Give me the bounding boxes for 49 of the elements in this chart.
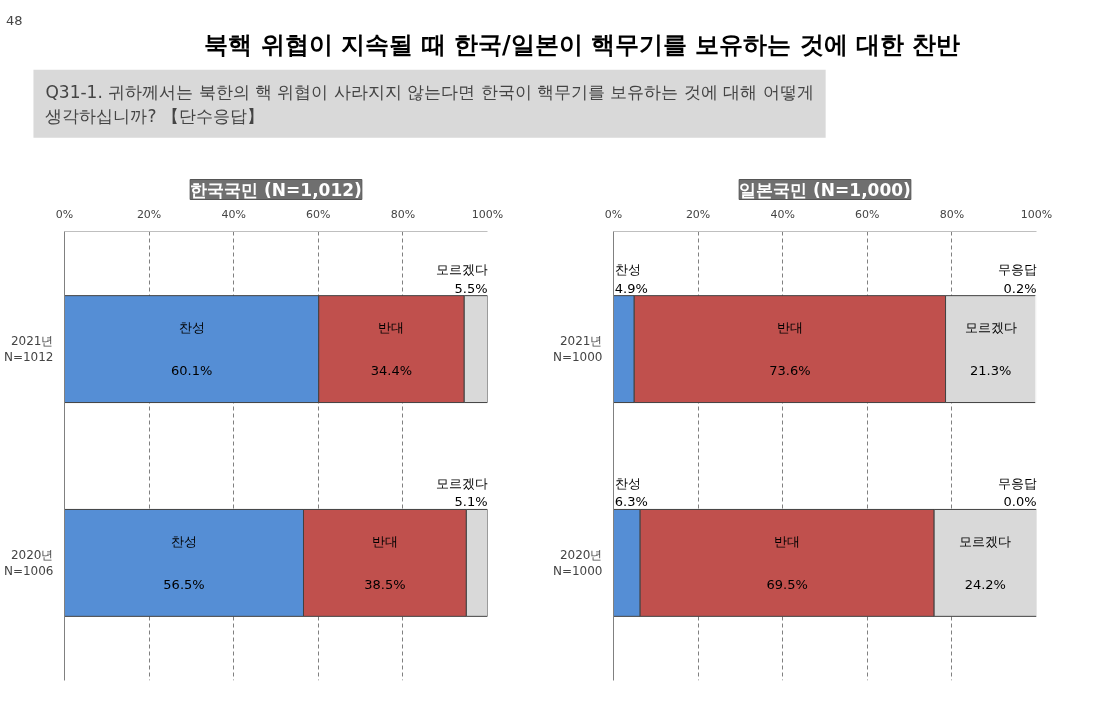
text: 찬성 [171, 534, 197, 550]
text: 북핵 위협이 지속될 때 한국/일본이 핵무기를 보유하는 것에 대한 찬반 [204, 30, 961, 59]
data-label: 38.5% [364, 576, 406, 592]
text: 48 [5, 12, 23, 28]
y-tick-label: 2020년 N=1000 [552, 547, 603, 579]
series-label: 모르겠다 [435, 262, 488, 278]
text: 찬성 [614, 476, 641, 492]
text: 모르겠다 [435, 476, 488, 492]
text: 반대 [371, 534, 398, 550]
data-label: 34.4% [370, 362, 413, 378]
data-label: 73.6% [769, 362, 811, 378]
x-tick-label: 80% [390, 207, 416, 221]
x-tick-label: 20% [136, 207, 162, 221]
data-label: 24.2% [964, 576, 1006, 592]
text: 무응답 [997, 476, 1037, 492]
data-label: 60.1% [170, 362, 213, 378]
x-tick-label: 20% [685, 207, 711, 221]
data-label: 0.0% [1003, 494, 1037, 510]
x-tick-label: 80% [939, 207, 965, 221]
y-tick-label: 2021년 N=1000 [552, 333, 603, 365]
text: Q31-1. 귀하께서는 북한의 핵 위협이 사라지지 않는다면 한국이 핵무기를 보유하는 것에 대해 어떻게 생각하십니까? 【단수응답】 [45, 81, 814, 126]
data-label: 21.3% [969, 362, 1012, 378]
data-label: 56.5% [163, 576, 205, 592]
series-label: 찬성 [614, 262, 641, 278]
data-label: 0.2% [1003, 280, 1037, 296]
x-tick-label: 100% [471, 207, 504, 221]
data-label: 4.9% [614, 280, 648, 296]
series-label: 무응답 [997, 262, 1037, 278]
y-tick-label: 2020년 N=1006 [3, 547, 54, 579]
x-tick-label: 40% [770, 207, 795, 221]
text: 반대 [774, 534, 801, 550]
series-label: 찬성 [178, 320, 205, 336]
x-tick-label: 100% [1020, 207, 1053, 221]
series-label: 반대 [378, 320, 405, 336]
x-tick-label: 0% [55, 207, 74, 221]
y-tick-label: 2021년 N=1012 [3, 333, 54, 365]
series-label: 모르겠다 [964, 320, 1017, 336]
chart-title: 한국국민 (N=1,012) [190, 179, 362, 200]
data-label: 6.3% [614, 494, 648, 510]
x-tick-label: 0% [604, 207, 623, 221]
data-label: 5.5% [454, 280, 488, 296]
series-label: 반대 [776, 320, 803, 336]
x-tick-label: 60% [855, 207, 880, 221]
text: 모르겠다 [959, 534, 1012, 550]
x-tick-label: 40% [221, 207, 246, 221]
chart-title: 일본국민 (N=1,000) [739, 179, 911, 200]
data-label: 69.5% [766, 576, 808, 592]
x-tick-label: 60% [306, 207, 331, 221]
data-label: 5.1% [454, 494, 488, 510]
